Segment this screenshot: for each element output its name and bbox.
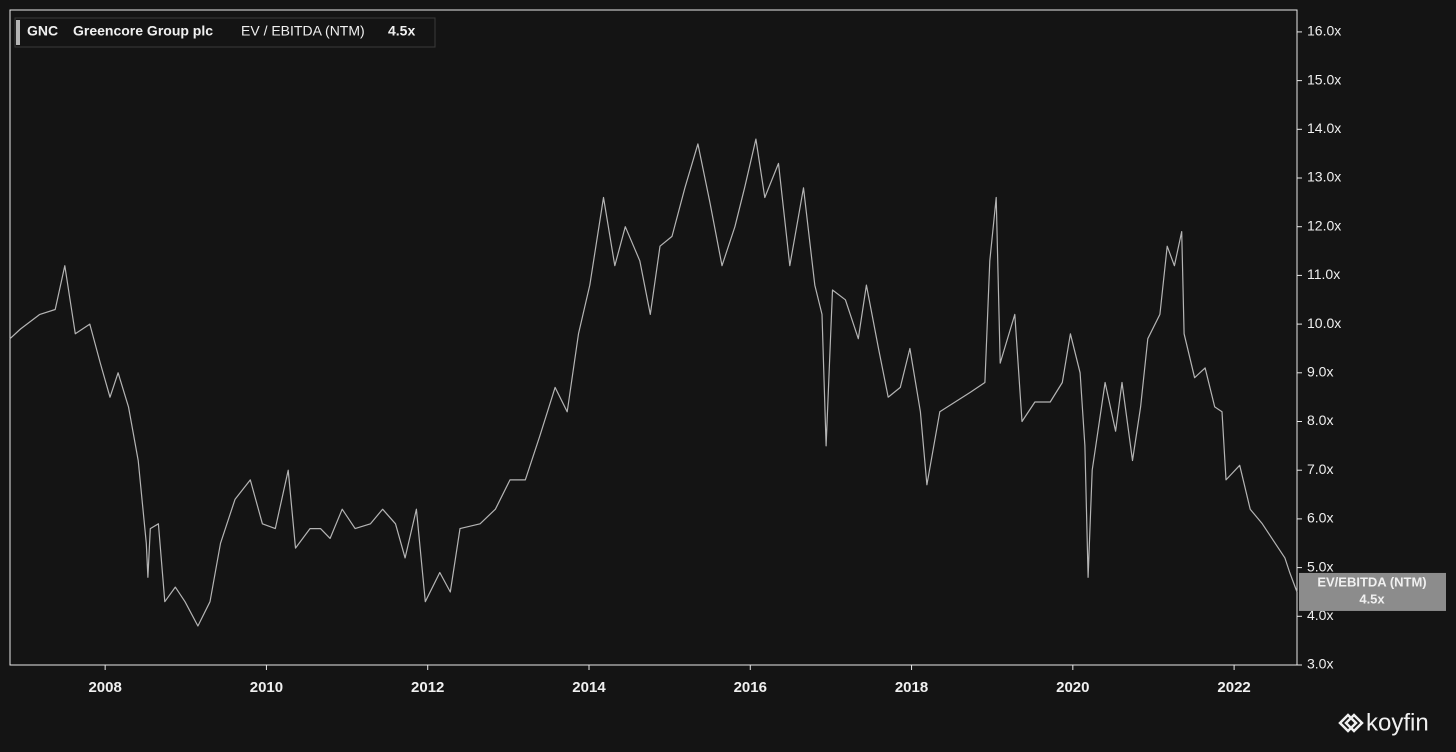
brand-logo: koyfin: [1338, 709, 1429, 736]
y-tick-label: 3.0x: [1307, 656, 1333, 672]
chart-title: Greencore Group plc: [73, 23, 213, 39]
end-label-box: [1299, 572, 1446, 611]
y-tick-label: 6.0x: [1307, 510, 1333, 526]
y-tick-label: 15.0x: [1307, 71, 1341, 87]
x-tick-label: 2022: [1217, 679, 1250, 696]
x-tick-label: 2018: [895, 679, 928, 696]
y-tick-label: 9.0x: [1307, 364, 1333, 380]
y-tick-label: 13.0x: [1307, 169, 1341, 185]
y-tick-label: 4.0x: [1307, 607, 1333, 623]
y-tick-label: 7.0x: [1307, 461, 1333, 477]
legend-series-name: EV / EBITDA (NTM): [241, 23, 365, 39]
y-tick-label: 14.0x: [1307, 120, 1341, 136]
legend-swatch: [16, 20, 20, 45]
y-tick-label: 12.0x: [1307, 217, 1341, 233]
line-series: [9, 138, 1298, 627]
logo-icon: [1338, 713, 1364, 733]
legend-value: 4.5x: [388, 23, 415, 39]
end-label-value: 4.5x: [1359, 591, 1385, 606]
y-tick-label: 11.0x: [1307, 266, 1340, 282]
x-tick-label: 2012: [411, 679, 444, 696]
plot-frame: [9, 9, 1298, 666]
y-tick-label: 16.0x: [1307, 23, 1341, 39]
x-tick-label: 2020: [1056, 679, 1089, 696]
x-tick-label: 2010: [250, 679, 283, 696]
y-tick-label: 8.0x: [1307, 412, 1333, 428]
x-tick-label: 2014: [572, 679, 606, 696]
x-tick-label: 2016: [734, 679, 767, 696]
ticker: GNC: [27, 23, 58, 39]
legend-box: [14, 17, 436, 48]
x-tick-label: 2008: [88, 679, 121, 696]
legend: GNC Greencore Group plc EV / EBITDA (NTM…: [14, 17, 436, 48]
y-tick-label: 5.0x: [1307, 558, 1333, 574]
end-label-name: EV/EBITDA (NTM): [1317, 574, 1426, 589]
y-tick-label: 10.0x: [1307, 315, 1341, 331]
brand-name: koyfin: [1366, 709, 1429, 736]
